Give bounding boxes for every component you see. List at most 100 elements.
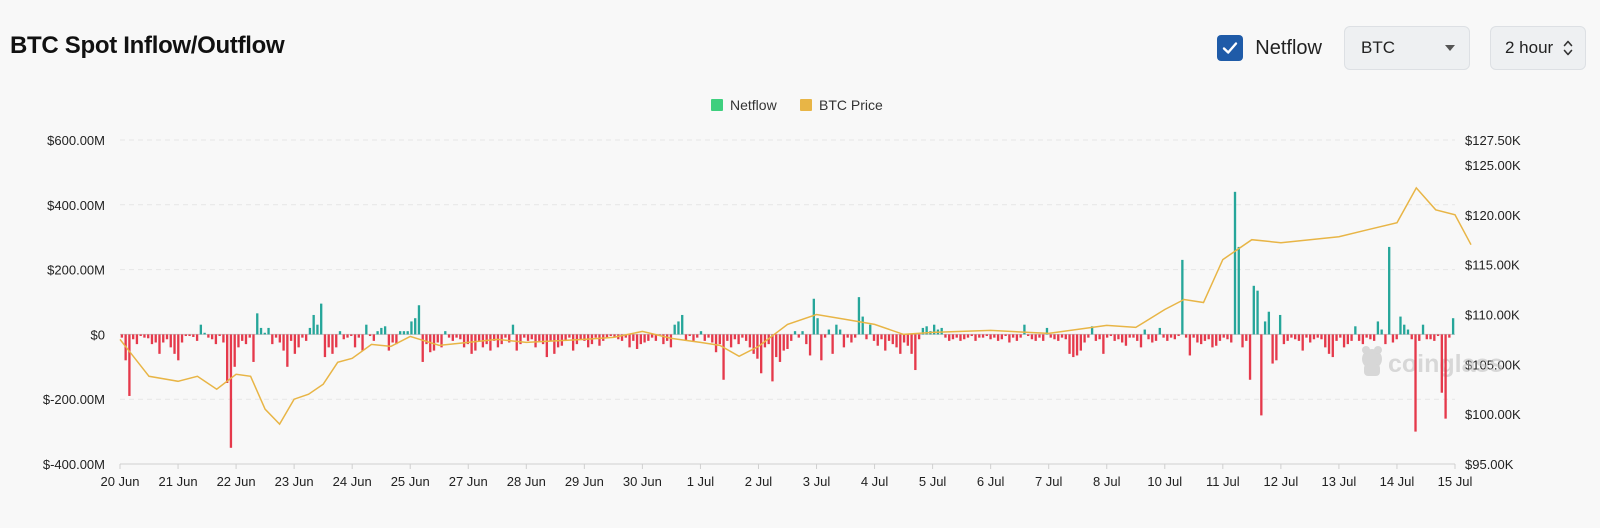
netflow-bar — [643, 334, 646, 343]
netflow-bar — [534, 334, 537, 348]
netflow-bar — [895, 334, 898, 348]
netflow-bar — [1215, 334, 1218, 346]
asset-select[interactable]: BTC — [1344, 26, 1470, 70]
netflow-bar — [1004, 334, 1007, 337]
netflow-bar — [1395, 334, 1398, 340]
netflow-bar — [1425, 334, 1428, 340]
netflow-bar — [143, 334, 146, 338]
netflow-bar — [169, 334, 172, 348]
netflow-bar — [887, 334, 891, 341]
netflow-bar — [993, 334, 996, 338]
netflow-bar — [508, 334, 511, 343]
netflow-bar — [635, 334, 639, 349]
netflow-bar — [801, 331, 804, 335]
x-tick-label: 15 Jul — [1438, 474, 1473, 489]
netflow-bar — [1049, 334, 1052, 338]
netflow-bar — [150, 334, 154, 345]
x-tick-label: 3 Jul — [803, 474, 831, 489]
netflow-bar — [553, 334, 556, 354]
netflow-bar — [857, 297, 861, 335]
netflow-bar — [440, 334, 443, 348]
netflow-bar — [673, 324, 676, 335]
netflow-bar — [620, 334, 624, 341]
netflow-toggle[interactable]: Netflow — [1217, 35, 1322, 61]
netflow-bar — [1252, 285, 1255, 335]
netflow-bar — [545, 334, 548, 358]
netflow-bar — [1072, 334, 1075, 358]
netflow-bar — [316, 324, 319, 335]
netflow-bar — [899, 334, 902, 354]
netflow-bar — [1038, 334, 1041, 338]
netflow-bar — [274, 334, 278, 338]
netflow-bar — [410, 321, 413, 335]
netflow-bar — [669, 334, 673, 348]
netflow-bar — [402, 331, 406, 335]
x-tick-label: 21 Jun — [159, 474, 198, 489]
netflow-bar — [192, 334, 195, 337]
netflow-bar — [1000, 334, 1004, 340]
netflow-bar — [184, 334, 187, 337]
netflow-bar — [519, 334, 522, 345]
chart-grid — [120, 139, 1455, 465]
netflow-bar — [854, 334, 857, 338]
netflow-bar — [147, 334, 150, 339]
x-tick-label: 10 Jul — [1147, 474, 1182, 489]
netflow-bar — [1346, 334, 1349, 345]
netflow-bar — [526, 334, 530, 341]
netflow-bar — [365, 324, 368, 335]
netflow-bar — [165, 334, 169, 340]
netflow-bar — [1256, 290, 1259, 335]
netflow-bar — [1102, 334, 1105, 354]
x-tick-label: 23 Jun — [275, 474, 314, 489]
netflow-bar — [1230, 334, 1233, 343]
netflow-bar — [361, 334, 364, 351]
netflow-bar — [470, 334, 473, 354]
netflow-bar — [372, 334, 375, 341]
netflow-bar — [1218, 334, 1222, 341]
netflow-bar — [1301, 334, 1304, 351]
chart-legend: Netflow BTC Price — [711, 97, 883, 113]
netflow-bar — [688, 334, 691, 337]
netflow-bar — [455, 334, 458, 338]
x-tick-label: 12 Jul — [1264, 474, 1299, 489]
netflow-bar — [959, 334, 962, 341]
netflow-bar — [462, 334, 466, 348]
netflow-bar — [989, 334, 992, 340]
netflow-bar — [598, 334, 601, 346]
netflow-bar — [256, 313, 259, 335]
netflow-bar — [1042, 334, 1045, 341]
netflow-bar — [432, 334, 436, 351]
netflow-bar — [1015, 334, 1019, 341]
netflow-bar — [1444, 334, 1447, 419]
netflow-bar — [1421, 324, 1425, 335]
netflow-checkbox[interactable] — [1217, 35, 1244, 61]
netflow-bar — [1365, 334, 1368, 338]
netflow-bar — [590, 334, 594, 345]
netflow-bar — [571, 334, 575, 351]
legend-label-price: BTC Price — [819, 97, 883, 113]
interval-select[interactable]: 2 hour — [1490, 26, 1586, 70]
netflow-bar — [1222, 334, 1225, 338]
x-tick-label: 8 Jul — [1093, 474, 1121, 489]
netflow-bar — [1079, 334, 1082, 351]
netflow-bar — [1267, 311, 1271, 335]
netflow-bar — [399, 331, 402, 335]
x-tick-label: 24 Jun — [333, 474, 372, 489]
netflow-bar — [1324, 334, 1327, 348]
netflow-bar — [1143, 329, 1146, 335]
netflow-bar — [587, 334, 590, 348]
netflow-bar — [293, 334, 297, 354]
netflow-bar — [1451, 318, 1455, 335]
netflow-bar — [963, 334, 966, 340]
netflow-bar — [207, 334, 210, 338]
netflow-bar — [955, 334, 958, 338]
netflow-bar — [1226, 334, 1229, 340]
netflow-bar — [628, 334, 631, 348]
netflow-bar — [267, 327, 270, 335]
netflow-bar — [474, 334, 477, 351]
asset-select-value: BTC — [1361, 38, 1395, 57]
netflow-bar — [805, 334, 808, 345]
netflow-bar — [917, 334, 921, 340]
netflow-bar — [1312, 334, 1316, 340]
netflow-bar — [714, 334, 718, 353]
